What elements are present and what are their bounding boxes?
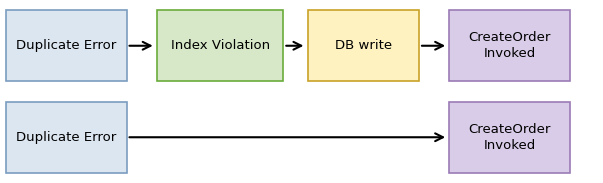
Text: CreateOrder
Invoked: CreateOrder Invoked xyxy=(469,123,551,152)
FancyBboxPatch shape xyxy=(157,10,283,81)
Text: CreateOrder
Invoked: CreateOrder Invoked xyxy=(469,31,551,60)
FancyBboxPatch shape xyxy=(449,102,570,173)
Text: DB write: DB write xyxy=(335,39,392,52)
FancyBboxPatch shape xyxy=(6,102,127,173)
Text: Index Violation: Index Violation xyxy=(171,39,270,52)
FancyBboxPatch shape xyxy=(6,10,127,81)
Text: Duplicate Error: Duplicate Error xyxy=(16,39,116,52)
Text: Duplicate Error: Duplicate Error xyxy=(16,131,116,144)
FancyBboxPatch shape xyxy=(308,10,419,81)
FancyBboxPatch shape xyxy=(449,10,570,81)
